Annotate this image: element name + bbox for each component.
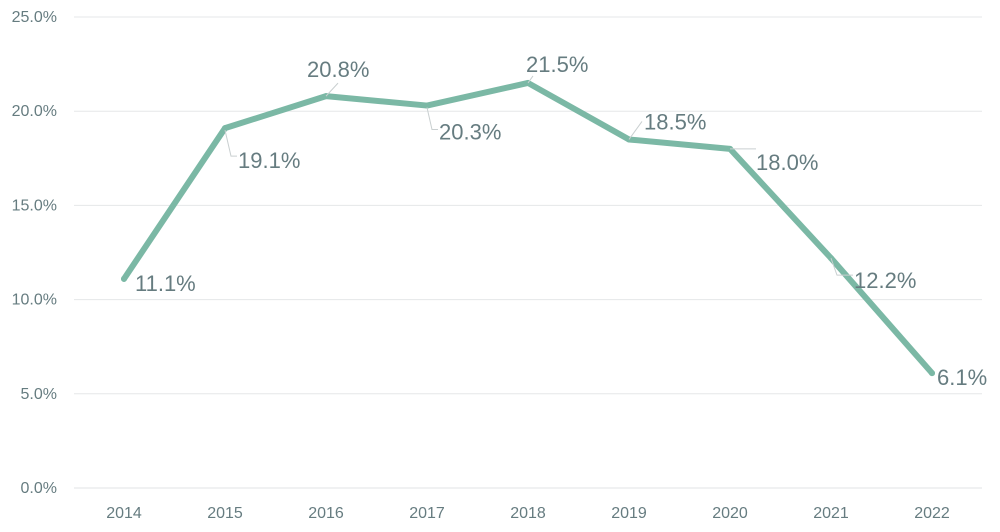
x-tick-label: 2022 bbox=[914, 505, 950, 522]
x-tick-label: 2017 bbox=[409, 505, 445, 522]
y-tick-label: 0.0% bbox=[21, 480, 57, 497]
data-label-leader bbox=[426, 107, 438, 131]
data-label: 18.0% bbox=[756, 150, 818, 175]
x-tick-label: 2016 bbox=[308, 505, 344, 522]
data-label-leader bbox=[527, 75, 534, 84]
data-label-leader bbox=[628, 121, 643, 140]
data-point-2022 bbox=[929, 370, 935, 377]
x-tick-label: 2014 bbox=[106, 505, 142, 522]
x-tick-label: 2020 bbox=[712, 505, 748, 522]
data-label: 20.3% bbox=[439, 120, 501, 145]
y-tick-label: 25.0% bbox=[12, 9, 57, 26]
data-label-leader bbox=[830, 257, 853, 276]
data-label: 6.1% bbox=[937, 365, 987, 390]
data-point-2014 bbox=[121, 275, 127, 282]
y-tick-label: 15.0% bbox=[12, 197, 57, 214]
series-line bbox=[121, 79, 935, 377]
data-point-2017 bbox=[424, 102, 430, 109]
data-point-2015 bbox=[222, 125, 228, 132]
y-tick-label: 5.0% bbox=[21, 386, 57, 403]
x-tick-label: 2021 bbox=[813, 505, 849, 522]
data-label: 11.1% bbox=[135, 271, 196, 296]
data-label: 19.1% bbox=[238, 148, 300, 173]
x-tick-label: 2015 bbox=[207, 505, 243, 522]
y-tick-label: 20.0% bbox=[12, 103, 57, 120]
data-label-leader bbox=[325, 82, 339, 97]
y-tick-label: 10.0% bbox=[12, 292, 57, 309]
data-label: 20.8% bbox=[307, 57, 369, 82]
data-label-leader bbox=[224, 130, 237, 157]
x-tick-label: 2019 bbox=[611, 505, 647, 522]
data-label: 12.2% bbox=[854, 268, 916, 293]
x-tick-label: 2018 bbox=[510, 505, 546, 522]
data-label: 18.5% bbox=[644, 109, 706, 134]
data-label: 21.5% bbox=[526, 52, 588, 77]
